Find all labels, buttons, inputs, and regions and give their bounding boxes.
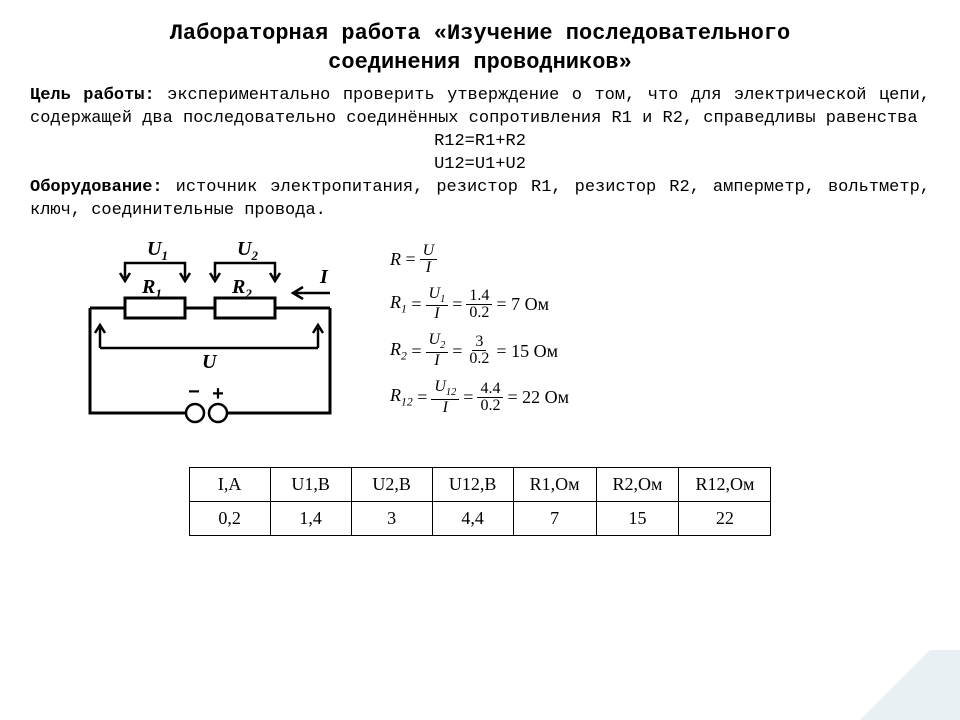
svg-text:U2: U2 bbox=[237, 238, 258, 263]
svg-text:+: + bbox=[212, 384, 224, 407]
table-row: 0,2 1,4 3 4,4 7 15 22 bbox=[189, 501, 771, 535]
center-equations: R12=R1+R2 U12=U1+U2 bbox=[30, 131, 930, 177]
svg-text:−: − bbox=[188, 382, 200, 405]
svg-text:R2: R2 bbox=[231, 276, 252, 301]
td-R1: 7 bbox=[513, 501, 596, 535]
svg-text:U1: U1 bbox=[147, 238, 168, 263]
formula-R1: R1 = U1I = 1.40.2 = 7 Ом bbox=[390, 286, 569, 323]
svg-text:I: I bbox=[319, 266, 329, 288]
title-line2: соединения проводников» bbox=[328, 50, 632, 75]
td-U12: 4,4 bbox=[432, 501, 513, 535]
td-R12: 22 bbox=[679, 501, 771, 535]
equip-text: источник электропитания, резистор R1, ре… bbox=[30, 178, 930, 220]
td-U2: 3 bbox=[351, 501, 432, 535]
goal-text: экспериментально проверить утверждение о… bbox=[30, 86, 930, 128]
th-R2: R2,Ом bbox=[596, 467, 679, 501]
svg-text:U: U bbox=[202, 351, 218, 373]
title-line1: Лабораторная работа «Изучение последоват… bbox=[170, 21, 791, 46]
td-U1: 1,4 bbox=[270, 501, 351, 535]
page-title: Лабораторная работа «Изучение последоват… bbox=[30, 20, 930, 77]
equipment-block: Оборудование: источник электропитания, р… bbox=[30, 177, 930, 223]
th-R12: R12,Ом bbox=[679, 467, 771, 501]
formula-R12: R12 = U12I = 4.40.2 = 22 Ом bbox=[390, 379, 569, 416]
table-header-row: I,A U1,B U2,B U12,B R1,Ом R2,Ом R12,Ом bbox=[189, 467, 771, 501]
results-table: I,A U1,B U2,B U12,B R1,Ом R2,Ом R12,Ом 0… bbox=[189, 467, 772, 536]
equip-label: Оборудование: bbox=[30, 178, 163, 197]
formula-R: R = UI bbox=[390, 243, 569, 276]
svg-text:R1: R1 bbox=[141, 276, 162, 301]
circuit-diagram: R1 R2 U1 U2 I bbox=[70, 233, 350, 449]
th-R1: R1,Ом bbox=[513, 467, 596, 501]
td-I: 0,2 bbox=[189, 501, 270, 535]
formula-R2: R2 = U2I = 30.2 = 15 Ом bbox=[390, 332, 569, 369]
eq-u12: U12=U1+U2 bbox=[434, 155, 526, 174]
th-U1: U1,B bbox=[270, 467, 351, 501]
th-I: I,A bbox=[189, 467, 270, 501]
formula-block: R = UI R1 = U1I = 1.40.2 = 7 Ом R2 = U2I… bbox=[390, 233, 569, 426]
th-U12: U12,B bbox=[432, 467, 513, 501]
eq-r12: R12=R1+R2 bbox=[434, 132, 526, 151]
goal-block: Цель работы: экспериментально проверить … bbox=[30, 85, 930, 131]
th-U2: U2,B bbox=[351, 467, 432, 501]
goal-label: Цель работы: bbox=[30, 86, 155, 105]
corner-decoration bbox=[830, 650, 960, 720]
td-R2: 15 bbox=[596, 501, 679, 535]
